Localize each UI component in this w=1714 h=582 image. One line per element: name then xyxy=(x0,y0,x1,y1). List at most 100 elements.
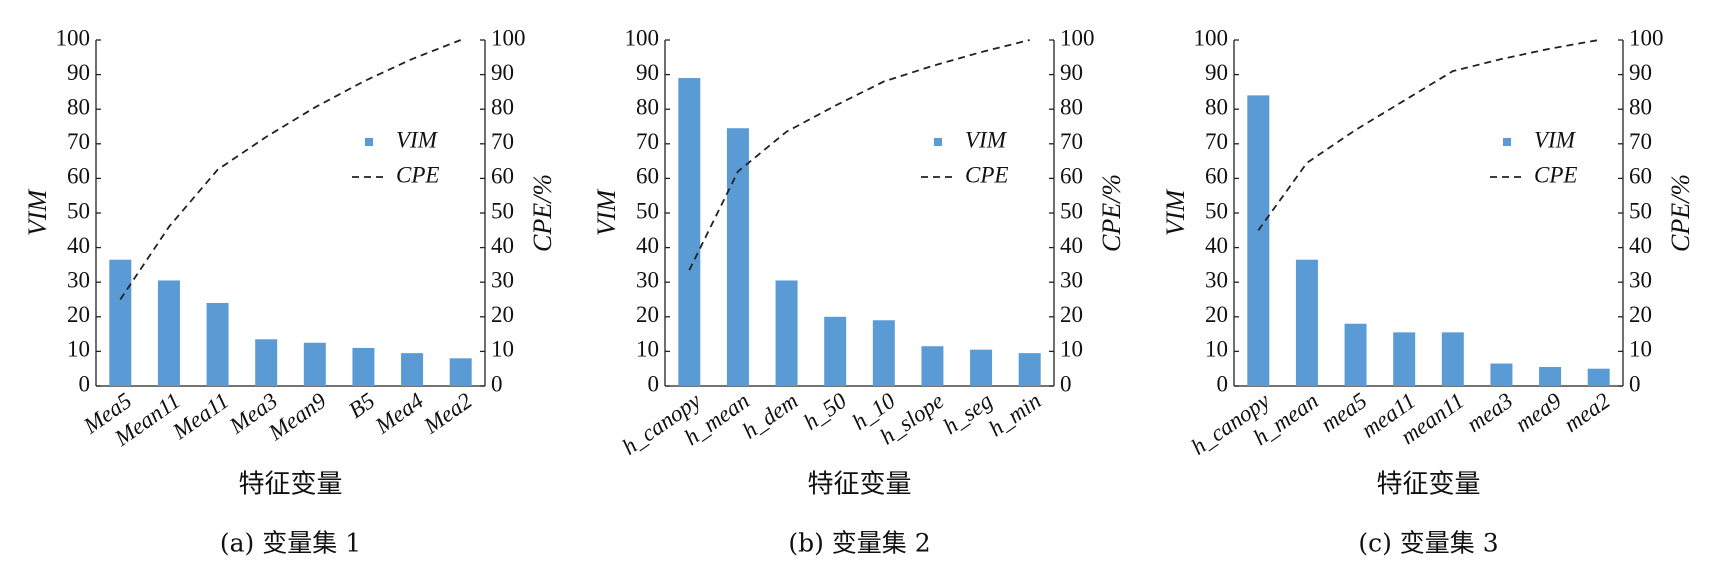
y2-tick-label: 100 xyxy=(491,25,526,50)
y-tick-label: 90 xyxy=(636,60,659,85)
legend-label: VIM xyxy=(396,127,439,152)
y-tick-label: 40 xyxy=(67,233,90,258)
bar xyxy=(157,280,180,386)
x-tick-label: Mea11 xyxy=(167,388,233,445)
y2-tick-label: 0 xyxy=(1060,371,1072,396)
bar xyxy=(255,339,278,386)
y-tick-label: 60 xyxy=(67,164,90,189)
y2-tick-label: 30 xyxy=(1060,267,1083,292)
y-tick-label: 20 xyxy=(1205,302,1228,327)
y2-tick-label: 90 xyxy=(1629,60,1652,85)
x-tick-label: h_50 xyxy=(799,388,851,435)
x-tick-label: h_min xyxy=(984,388,1045,441)
y2-tick-label: 20 xyxy=(491,302,514,327)
y-tick-label: 40 xyxy=(1205,233,1228,258)
y2-tick-label: 20 xyxy=(1060,302,1083,327)
y2-tick-label: 30 xyxy=(491,267,514,292)
bar xyxy=(1441,332,1464,386)
x-tick-label: mea9 xyxy=(1511,388,1567,437)
cpe-line xyxy=(119,39,462,301)
y-tick-label: 80 xyxy=(67,94,90,119)
y-axis-label: VIM xyxy=(592,189,621,237)
x-tick-label: mea3 xyxy=(1462,388,1517,437)
y-axis-label: VIM xyxy=(1161,189,1190,237)
bar xyxy=(1344,323,1367,386)
y-tick-label: 0 xyxy=(79,371,91,396)
bar xyxy=(109,259,132,386)
y-tick-label: 0 xyxy=(648,371,660,396)
x-tick-label: mea2 xyxy=(1559,388,1614,437)
legend-label: CPE xyxy=(965,162,1008,187)
legend-label: VIM xyxy=(1534,127,1577,152)
bar xyxy=(824,316,847,386)
bar xyxy=(1295,259,1318,386)
y2-tick-label: 0 xyxy=(1629,371,1641,396)
bar xyxy=(678,78,701,386)
y2-tick-label: 10 xyxy=(1060,337,1083,362)
y-tick-label: 70 xyxy=(67,129,90,154)
y-tick-label: 90 xyxy=(67,60,90,85)
bar xyxy=(775,280,798,386)
x-axis-label: 特征变量 xyxy=(238,470,342,500)
y2-tick-label: 40 xyxy=(491,233,514,258)
y2-tick-label: 10 xyxy=(1629,337,1652,362)
panel: 0 10 20 30 40 50 60 70 80 90 100 0 10 20 30 40 50 60 70 80 9… xyxy=(23,25,557,557)
legend-marker xyxy=(365,138,373,146)
y-tick-label: 30 xyxy=(1205,267,1228,292)
bar xyxy=(303,342,326,386)
y2-tick-label: 30 xyxy=(1629,267,1652,292)
y-tick-label: 10 xyxy=(636,337,659,362)
caption: (c) 变量集 3 xyxy=(1358,529,1498,558)
y2-tick-label: 0 xyxy=(491,371,503,396)
legend-marker xyxy=(1503,138,1511,146)
y2-tick-label: 10 xyxy=(491,337,514,362)
y2-axis-label: CPE/% xyxy=(1666,174,1695,252)
bar xyxy=(352,347,375,386)
bar xyxy=(1587,368,1610,386)
y2-tick-label: 20 xyxy=(1629,302,1652,327)
bar xyxy=(726,128,749,387)
x-tick-label: Mea2 xyxy=(419,388,477,439)
y2-tick-label: 60 xyxy=(491,164,514,189)
y2-tick-label: 70 xyxy=(1060,129,1083,154)
bar xyxy=(872,320,895,386)
y2-tick-label: 90 xyxy=(1060,60,1083,85)
bar xyxy=(206,302,229,386)
bar xyxy=(970,349,993,386)
x-axis-label: 特征变量 xyxy=(1376,470,1480,500)
legend-label: VIM xyxy=(965,127,1008,152)
y2-tick-label: 80 xyxy=(491,94,514,119)
bar xyxy=(449,358,472,386)
y-tick-label: 100 xyxy=(56,25,91,50)
caption: (b) 变量集 2 xyxy=(788,529,930,558)
y-tick-label: 80 xyxy=(1205,94,1228,119)
bar xyxy=(1247,95,1270,387)
caption: (a) 变量集 1 xyxy=(220,529,361,558)
legend-marker xyxy=(934,138,942,146)
bar xyxy=(921,346,944,386)
y-tick-label: 30 xyxy=(67,267,90,292)
y2-tick-label: 40 xyxy=(1629,233,1652,258)
y2-tick-label: 40 xyxy=(1060,233,1083,258)
y-tick-label: 60 xyxy=(636,164,659,189)
bar xyxy=(401,353,424,386)
y2-tick-label: 80 xyxy=(1060,94,1083,119)
y-tick-label: 20 xyxy=(636,302,659,327)
y2-tick-label: 70 xyxy=(1629,129,1652,154)
legend-label: CPE xyxy=(396,162,439,187)
y-tick-label: 60 xyxy=(1205,164,1228,189)
panel: 0 10 20 30 40 50 60 70 80 90 100 0 10 20 30 40 50 60 70 80 9… xyxy=(592,25,1126,557)
y2-axis-label: CPE/% xyxy=(528,174,557,252)
y-tick-label: 100 xyxy=(625,25,660,50)
y-tick-label: 30 xyxy=(636,267,659,292)
panel: 0 10 20 30 40 50 60 70 80 90 100 0 10 20 30 40 50 60 70 80 9… xyxy=(1161,25,1695,557)
legend-label: CPE xyxy=(1534,162,1577,187)
y2-tick-label: 80 xyxy=(1629,94,1652,119)
y2-tick-label: 60 xyxy=(1060,164,1083,189)
y2-tick-label: 70 xyxy=(491,129,514,154)
y-tick-label: 10 xyxy=(67,337,90,362)
x-tick-label: h_dem xyxy=(738,388,803,444)
y-tick-label: 50 xyxy=(1205,198,1228,223)
x-tick-label: h_seg xyxy=(939,388,997,439)
